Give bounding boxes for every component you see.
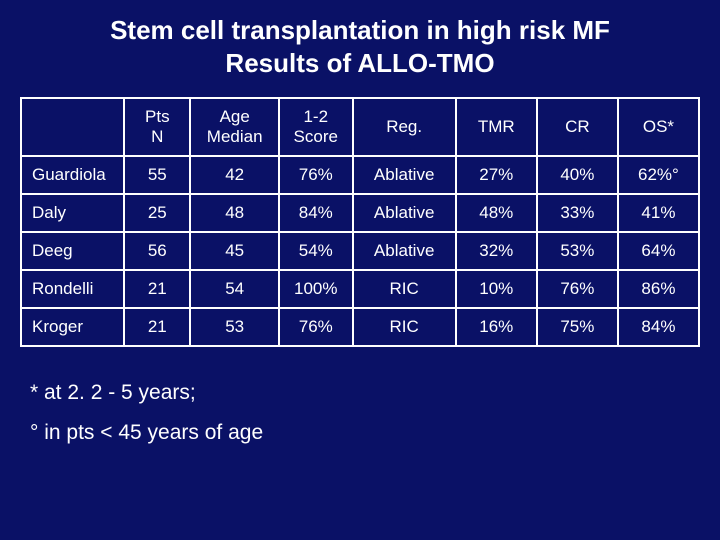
col-header-age: Age Median [190, 98, 278, 156]
cell-reg: Ablative [353, 232, 456, 270]
col-header-text: Score [294, 127, 338, 146]
table-row: Kroger 21 53 76% RIC 16% 75% 84% [21, 308, 699, 346]
cell-tmr: 27% [456, 156, 537, 194]
cell-age: 42 [190, 156, 278, 194]
cell-tmr: 48% [456, 194, 537, 232]
table-body: Guardiola 55 42 76% Ablative 27% 40% 62%… [21, 156, 699, 346]
table-row: Guardiola 55 42 76% Ablative 27% 40% 62%… [21, 156, 699, 194]
cell-cr: 75% [537, 308, 618, 346]
cell-cr: 53% [537, 232, 618, 270]
results-table-wrap: Pts N Age Median 1-2 Score Reg. [20, 97, 700, 347]
cell-tmr: 32% [456, 232, 537, 270]
col-header-text: Age [220, 107, 250, 126]
title-line-2: Results of ALLO-TMO [40, 47, 680, 80]
cell-pts: 21 [124, 308, 190, 346]
col-header-os: OS* [618, 98, 699, 156]
cell-os: 86% [618, 270, 699, 308]
cell-study: Rondelli [21, 270, 124, 308]
col-header-score: 1-2 Score [279, 98, 353, 156]
cell-study: Daly [21, 194, 124, 232]
col-header-text: TMR [478, 117, 515, 136]
col-header-text: N [151, 127, 163, 146]
col-header-cr: CR [537, 98, 618, 156]
cell-cr: 33% [537, 194, 618, 232]
col-header-reg: Reg. [353, 98, 456, 156]
col-header-tmr: TMR [456, 98, 537, 156]
cell-study: Guardiola [21, 156, 124, 194]
cell-pts: 55 [124, 156, 190, 194]
col-header-text: 1-2 [303, 107, 328, 126]
cell-cr: 76% [537, 270, 618, 308]
cell-age: 53 [190, 308, 278, 346]
cell-reg: RIC [353, 308, 456, 346]
cell-tmr: 16% [456, 308, 537, 346]
cell-study: Deeg [21, 232, 124, 270]
cell-pts: 25 [124, 194, 190, 232]
cell-score: 54% [279, 232, 353, 270]
cell-cr: 40% [537, 156, 618, 194]
cell-age: 54 [190, 270, 278, 308]
results-table: Pts N Age Median 1-2 Score Reg. [20, 97, 700, 347]
footnote-2: ° in pts < 45 years of age [30, 413, 690, 453]
slide-title: Stem cell transplantation in high risk M… [0, 0, 720, 79]
slide: Stem cell transplantation in high risk M… [0, 0, 720, 540]
cell-pts: 21 [124, 270, 190, 308]
title-line-1: Stem cell transplantation in high risk M… [40, 14, 680, 47]
table-header-row: Pts N Age Median 1-2 Score Reg. [21, 98, 699, 156]
col-header-study [21, 98, 124, 156]
table-row: Deeg 56 45 54% Ablative 32% 53% 64% [21, 232, 699, 270]
col-header-text: Pts [145, 107, 170, 126]
cell-study: Kroger [21, 308, 124, 346]
cell-score: 76% [279, 308, 353, 346]
cell-os: 64% [618, 232, 699, 270]
col-header-text: Reg. [386, 117, 422, 136]
cell-reg: Ablative [353, 156, 456, 194]
table-row: Daly 25 48 84% Ablative 48% 33% 41% [21, 194, 699, 232]
cell-age: 45 [190, 232, 278, 270]
cell-pts: 56 [124, 232, 190, 270]
col-header-text: OS* [643, 117, 674, 136]
cell-score: 76% [279, 156, 353, 194]
cell-reg: RIC [353, 270, 456, 308]
cell-age: 48 [190, 194, 278, 232]
cell-os: 84% [618, 308, 699, 346]
col-header-text: CR [565, 117, 590, 136]
footnote-1: * at 2. 2 - 5 years; [30, 373, 690, 413]
cell-tmr: 10% [456, 270, 537, 308]
footnotes: * at 2. 2 - 5 years; ° in pts < 45 years… [30, 373, 690, 453]
col-header-text: Median [207, 127, 263, 146]
cell-score: 100% [279, 270, 353, 308]
table-row: Rondelli 21 54 100% RIC 10% 76% 86% [21, 270, 699, 308]
cell-reg: Ablative [353, 194, 456, 232]
cell-score: 84% [279, 194, 353, 232]
cell-os: 41% [618, 194, 699, 232]
cell-os: 62%° [618, 156, 699, 194]
col-header-pts: Pts N [124, 98, 190, 156]
